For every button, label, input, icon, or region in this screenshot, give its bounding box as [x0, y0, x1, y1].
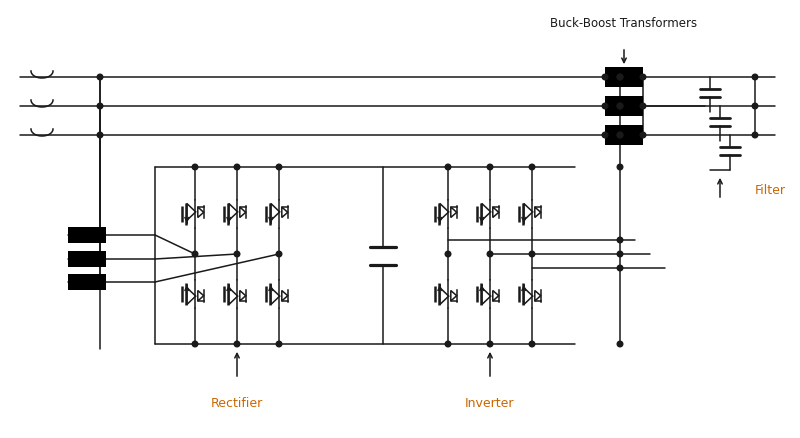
- Circle shape: [618, 341, 622, 347]
- Circle shape: [618, 251, 622, 257]
- Circle shape: [602, 75, 608, 81]
- Circle shape: [530, 165, 534, 170]
- Bar: [605, 97, 643, 117]
- Bar: [68, 251, 106, 267]
- Circle shape: [752, 75, 758, 81]
- Bar: [68, 274, 106, 290]
- Circle shape: [752, 133, 758, 138]
- Circle shape: [640, 133, 646, 138]
- Circle shape: [276, 165, 282, 170]
- Circle shape: [276, 341, 282, 347]
- Circle shape: [234, 341, 240, 347]
- Text: Buck-Boost Transformers: Buck-Boost Transformers: [550, 17, 698, 30]
- Circle shape: [234, 251, 240, 257]
- Circle shape: [618, 165, 622, 170]
- Circle shape: [98, 133, 102, 138]
- Circle shape: [618, 133, 622, 138]
- Text: Inverter: Inverter: [466, 396, 514, 409]
- Circle shape: [98, 75, 102, 81]
- Circle shape: [602, 104, 608, 110]
- Circle shape: [445, 165, 451, 170]
- Circle shape: [192, 165, 198, 170]
- Circle shape: [640, 104, 646, 110]
- Circle shape: [752, 104, 758, 110]
- Text: Rectifier: Rectifier: [211, 396, 263, 409]
- Circle shape: [445, 251, 451, 257]
- Circle shape: [234, 165, 240, 170]
- Bar: [605, 126, 643, 146]
- Circle shape: [618, 104, 622, 110]
- Circle shape: [487, 165, 493, 170]
- Circle shape: [602, 133, 608, 138]
- Circle shape: [618, 75, 622, 81]
- Circle shape: [192, 341, 198, 347]
- Circle shape: [487, 251, 493, 257]
- Circle shape: [640, 75, 646, 81]
- Circle shape: [618, 265, 622, 271]
- Circle shape: [445, 341, 451, 347]
- Circle shape: [618, 133, 622, 138]
- Circle shape: [192, 251, 198, 257]
- Circle shape: [530, 341, 534, 347]
- Circle shape: [98, 104, 102, 110]
- Bar: [605, 68, 643, 88]
- Circle shape: [618, 238, 622, 243]
- Circle shape: [618, 75, 622, 81]
- Circle shape: [618, 104, 622, 110]
- Circle shape: [530, 251, 534, 257]
- Circle shape: [487, 341, 493, 347]
- Circle shape: [276, 251, 282, 257]
- Text: Filter: Filter: [755, 184, 786, 197]
- Bar: [68, 227, 106, 244]
